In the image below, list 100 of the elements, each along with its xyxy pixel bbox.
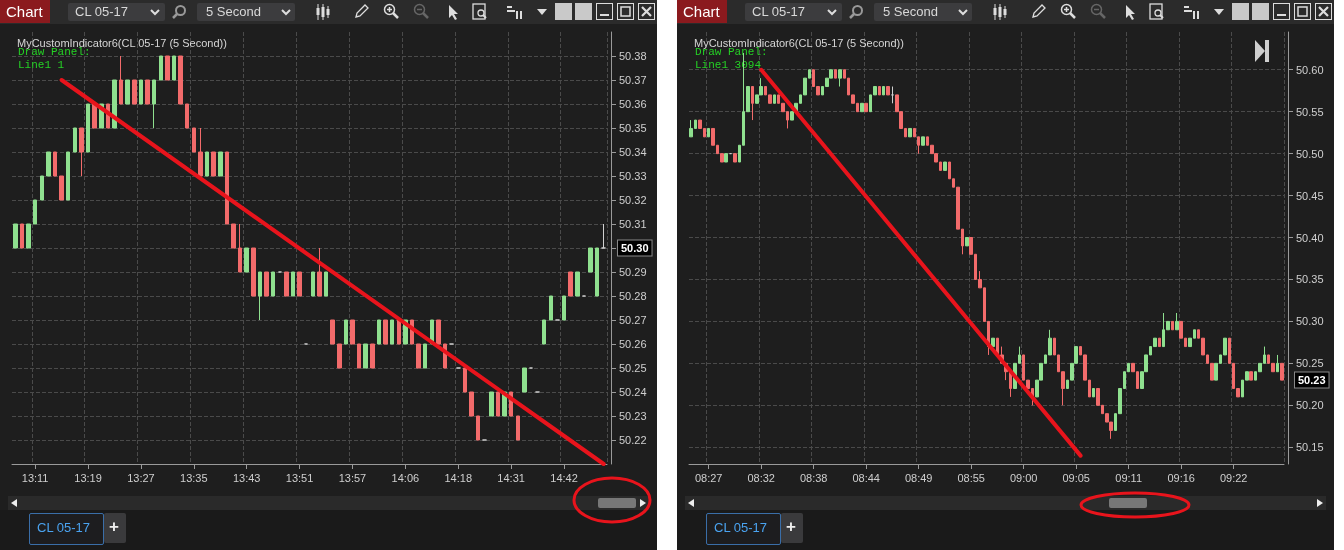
x-tick-label: 08:32 [747,471,775,484]
candlestick [132,79,137,105]
x-tick-label: 09:11 [1115,471,1143,484]
candlestick [1175,312,1179,331]
candlestick [33,199,37,225]
y-tick-label: 50.45 [1296,189,1324,202]
candlestick [733,153,737,163]
y-tick-label: 50.27 [619,314,647,326]
y-tick-label: 50.40 [1296,231,1324,244]
candlestick [284,271,289,297]
x-tick-label: 08:55 [957,471,985,484]
candlestick [198,127,203,177]
candlestick [1158,337,1161,348]
y-tick-label: 50.28 [619,290,647,302]
x-tick-label: 13:43 [232,471,261,484]
x-tick-label: 09:00 [1009,471,1038,484]
candlestick [119,55,123,105]
candlestick [218,151,223,177]
candlestick [489,391,494,417]
candlestick [860,102,864,113]
candlestick [357,343,361,369]
candlestick [416,343,421,369]
candlestick [350,319,355,345]
text: Chart [683,3,720,20]
candlestick [159,55,163,81]
candlestick [516,415,520,441]
candlestick [324,271,328,297]
text: Chart [6,3,43,20]
x-tick-label: 08:27 [694,471,723,484]
candlestick [549,295,553,321]
candlestick [542,319,546,345]
candlestick [271,271,275,297]
candlestick [724,153,728,163]
y-tick-label: 50.22 [619,434,647,446]
y-tick-label: 50.24 [619,386,647,398]
text: 5 Second [883,4,938,19]
candlestick [562,295,566,321]
candlestick [469,391,474,417]
candlestick [575,271,580,297]
y-tick-label: 50.33 [619,170,647,182]
candlestick [921,136,925,146]
candlestick [211,151,216,177]
candlestick [864,102,868,113]
text: CL 05-17 [75,4,128,19]
candlestick [53,151,57,177]
candlestick [330,319,335,345]
candlestick [205,151,209,177]
candlestick [66,151,70,201]
candlestick [185,103,189,129]
y-tick-label: 50.38 [619,50,647,62]
y-tick-label: 50.29 [619,266,647,278]
candlestick [595,247,599,297]
candlestick [882,86,885,96]
y-tick-label: 50.35 [1296,273,1324,286]
candlestick [264,271,269,297]
candlestick [125,79,130,105]
candlestick [79,127,84,177]
x-tick-label: 08:38 [799,471,828,484]
y-tick-label: 50.55 [1296,105,1324,118]
candlestick [139,79,143,105]
x-tick-label: 09:22 [1219,471,1248,484]
candlestick [152,79,156,129]
candlestick [878,86,881,96]
candlestick [363,343,368,369]
candlestick [244,247,249,273]
x-tick-label: 13:11 [21,471,49,484]
candlestick [40,175,44,201]
candlestick [46,151,51,177]
candlestick [1092,388,1095,398]
candlestick [568,271,573,297]
y-tick-label: 50.35 [619,122,647,134]
y-tick-label: 50.25 [1296,357,1324,370]
candlestick [92,103,97,129]
candlestick [73,127,77,153]
candlestick [238,223,242,273]
candlestick [463,367,467,393]
x-tick-label: 13:19 [74,471,102,484]
candlestick [834,69,837,79]
candlestick [397,319,401,345]
y-tick-label: 50.23 [619,410,647,422]
x-tick-label: 13:51 [285,471,314,484]
annotation: Line1 1 [18,58,65,71]
candlestick [86,103,90,153]
candlestick [172,55,176,81]
candlestick [965,237,969,247]
candlestick [1249,371,1253,381]
candlestick [790,111,794,121]
candlestick [370,343,375,369]
candlestick [436,319,441,345]
candlestick [1280,362,1284,381]
candlestick [297,271,302,297]
candlestick [59,175,64,201]
candlestick [26,223,31,249]
candlestick [943,161,947,171]
candlestick [522,367,527,393]
text: CL 05-17 [37,520,90,535]
candlestick [423,343,427,369]
candlestick [1276,354,1279,373]
candlestick [317,247,322,297]
candlestick [377,319,381,345]
